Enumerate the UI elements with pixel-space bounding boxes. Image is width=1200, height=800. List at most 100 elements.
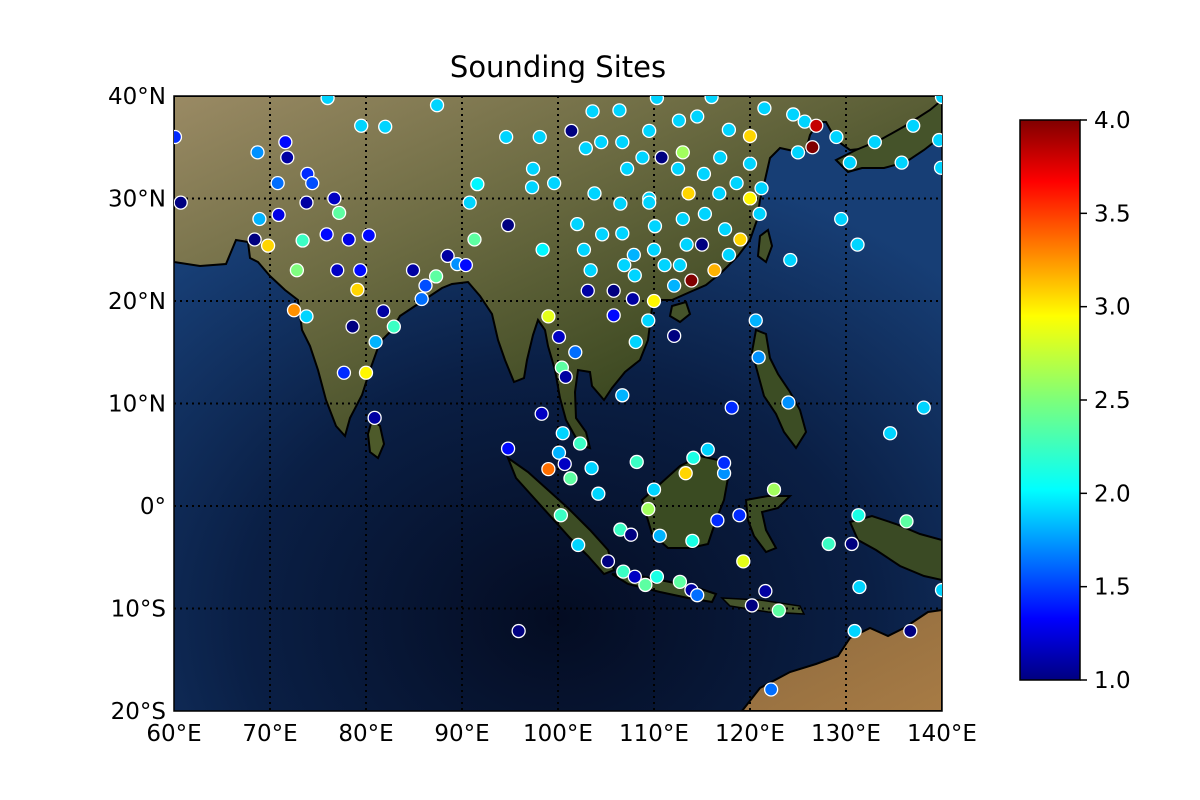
sounding-site-marker [627,569,642,584]
lon-tick-label: 90°E [434,721,489,747]
sounding-site-marker [361,228,377,243]
lon-tick-label: 80°E [338,721,393,747]
sounding-site-marker [587,186,602,201]
sounding-site-marker [278,134,293,150]
sounding-site-marker [619,161,635,176]
sounding-site-marker [551,445,567,460]
sounding-site-marker [899,514,914,529]
sounding-site-marker [716,455,732,471]
sounding-site-marker [786,107,801,122]
lon-tick-label: 120°E [715,721,785,747]
sounding-site-marker [684,273,699,288]
latitude-ticks: 20°S 10°S 0° 10°N 20°N 30°N 40°N [108,84,166,725]
sounding-site-marker [553,508,569,523]
landmass-new-guinea [848,514,942,582]
sounding-site-marker [652,528,667,543]
sounding-site-marker [428,269,444,284]
sounding-site-marker [532,129,547,145]
sounding-site-marker [710,513,725,528]
sounding-site-marker [563,471,578,486]
sounding-site-marker [883,426,898,441]
sounding-site-marker [724,400,739,415]
sounding-site-marker [712,186,727,201]
colorbar-tick-label: 1.0 [1094,668,1131,694]
sounding-site-marker [776,71,789,84]
lat-tick-label: 20°N [108,289,166,315]
lat-tick-label: 10°S [111,597,166,623]
sounding-site-marker [894,155,909,170]
sounding-site-marker [834,211,849,227]
sounding-site-marker [758,583,773,599]
gridlines [174,96,942,711]
sounding-site-marker [174,195,188,210]
sounding-site-marker [717,222,733,237]
sounding-site-marker [615,226,630,241]
sounding-site-marker [729,175,744,191]
sounding-site-marker [572,436,588,451]
sounding-site-marker [751,350,766,365]
sounding-site-marker [783,252,798,268]
sounding-site-marker [500,217,516,233]
sounding-site-marker [675,211,690,227]
sounding-site-marker [851,508,866,523]
sounding-site-marker [672,574,688,589]
sounding-site-marker [671,113,687,128]
sounding-site-marker [555,426,570,441]
sounding-site-marker [700,442,715,457]
sounding-site-marker [903,623,918,639]
sounding-site-marker [271,207,286,223]
sounding-site-marker [721,122,737,137]
sounding-site-marker [247,232,262,247]
sounding-site-marker [576,242,592,257]
sounding-site-marker [525,161,541,176]
sounding-site-marker [353,263,368,278]
sounding-site-marker [623,527,639,542]
sounding-site-marker [906,118,921,133]
sounding-site-marker [354,118,369,133]
sounding-site-marker [330,263,345,278]
sounding-site-marker [320,96,335,106]
sounding-site-marker [704,96,719,105]
sounding-site-marker [649,96,665,106]
sounding-site-marker [821,536,836,552]
sounding-site-marker [418,278,433,293]
sounding-site-marker [641,501,656,517]
sounding-site-marker [850,237,865,252]
sounding-site-marker [679,237,694,252]
sounding-site-marker [847,623,862,639]
sounding-site-marker [635,150,650,165]
sounding-site-marker [458,257,473,273]
landmass-borneo [640,454,730,549]
sounding-site-marker [829,129,844,145]
lon-tick-label: 60°E [146,721,201,747]
sounding-site-marker [414,291,429,307]
sounding-site-marker [690,588,705,603]
sounding-site-marker [697,206,713,222]
sounding-site-marker [429,98,445,113]
colorbar-tick-label: 3.0 [1094,295,1131,321]
sounding-site-marker [295,233,310,248]
sounding-site-marker [736,554,751,569]
colorbar [1019,119,1081,681]
sounding-site-marker [678,466,693,481]
sounding-site-marker [289,263,305,278]
sounding-site-marker [174,129,183,145]
sounding-site-marker [558,369,573,385]
sounding-site-marker [675,145,690,160]
sounding-site-marker [571,537,586,553]
sounding-site-marker [467,232,482,247]
chart-title: Sounding Sites [449,50,667,84]
sounding-site-marker [570,216,585,232]
sounding-site-marker [629,454,644,470]
lon-tick-label: 110°E [619,721,689,747]
landmass-australia [740,608,942,711]
sounding-site-marker [368,334,383,350]
sounding-site-marker [606,283,621,298]
sounding-site-marker [638,577,653,593]
sounding-site-marker [844,536,859,552]
landmass-hainan [668,300,692,324]
sounding-site-marker [781,395,796,410]
sounding-site-marker [524,180,540,195]
